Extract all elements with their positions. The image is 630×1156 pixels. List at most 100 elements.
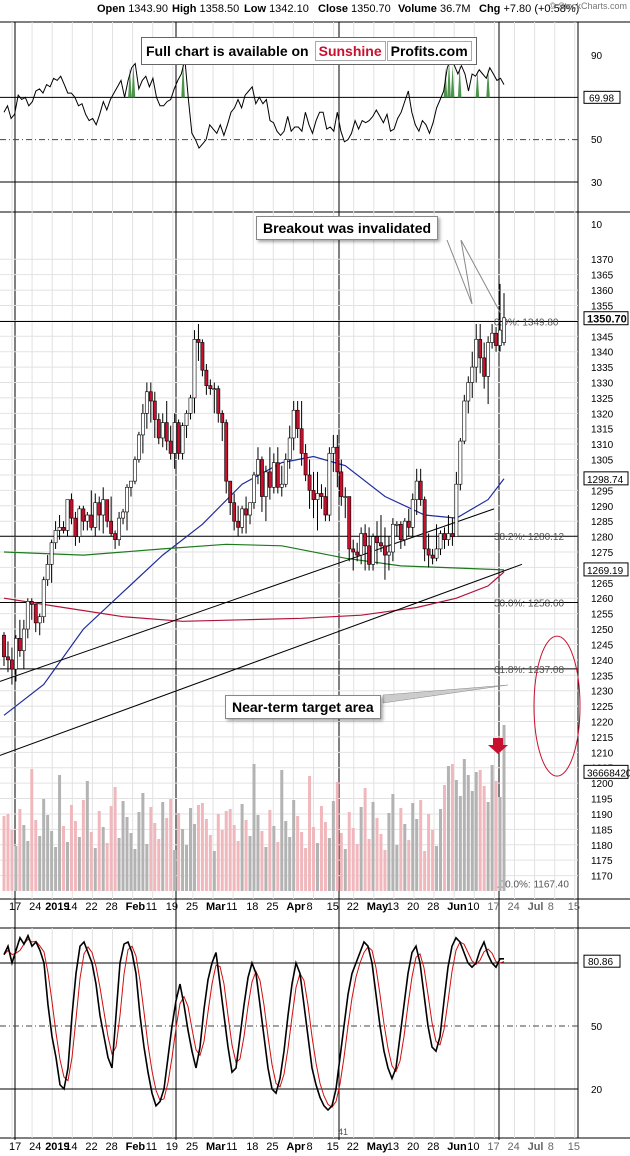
candle-body — [494, 332, 498, 346]
candle-body — [387, 551, 391, 556]
low-label: Low — [244, 3, 266, 15]
candle-body — [33, 604, 38, 624]
rsi-overbought-fill — [450, 65, 455, 98]
volume-bar — [220, 830, 224, 891]
candle-body — [434, 548, 439, 559]
volume-bar — [379, 834, 383, 891]
x-tick-label: 10 — [467, 1141, 479, 1153]
promo-banner[interactable]: Full chart is available on Sunshine Prof… — [141, 37, 477, 65]
price-tick-label: 1355 — [591, 301, 614, 312]
volume-bar — [256, 815, 260, 891]
candle-body — [490, 332, 494, 343]
candle-body — [196, 339, 201, 343]
price-tick-label: 1360 — [591, 286, 614, 297]
watermark: © StockCharts.com — [549, 1, 627, 11]
candle-body — [6, 656, 10, 661]
volume-bar — [478, 770, 482, 891]
fib-label: 38.2%: 1280.12 — [494, 532, 564, 543]
ma200-line — [3, 571, 505, 622]
x-tick-label: Feb — [126, 901, 146, 913]
candle-body — [379, 542, 383, 547]
volume-bar — [97, 811, 101, 891]
x-tick-label: 28 — [427, 1141, 439, 1153]
x-tick-label: 22 — [85, 1141, 97, 1153]
volume-bar — [141, 793, 145, 891]
volume-bar — [58, 775, 62, 891]
volume-bar — [248, 836, 252, 891]
trendline-upper — [0, 508, 495, 682]
volume-bar — [399, 808, 403, 891]
x-tick-label: Feb — [126, 1141, 146, 1153]
candle-body — [160, 422, 165, 439]
target-callout: Near-term target area — [225, 695, 381, 719]
candle-body — [113, 533, 118, 540]
price-tick-label: 1320 — [591, 409, 614, 420]
x-tick-label: 22 — [85, 901, 97, 913]
volume-bar — [224, 811, 228, 891]
volume-bar — [435, 846, 439, 891]
candle-body — [212, 388, 217, 390]
breakout-callout: Breakout was invalidated — [256, 216, 439, 240]
volume-bar — [153, 823, 157, 891]
price-tick-label: 1215 — [591, 733, 614, 744]
candle-body — [252, 474, 256, 504]
candle-body — [347, 496, 352, 550]
candle-body — [454, 483, 459, 537]
volume-bar — [125, 817, 129, 891]
candle-body — [264, 471, 268, 497]
volume-bar — [137, 812, 141, 891]
volume-label: Volume — [398, 3, 437, 15]
volume-bar — [93, 848, 97, 891]
stoch-k-line — [3, 933, 504, 1112]
price-tick-label: 1225 — [591, 702, 614, 713]
candle-body — [426, 548, 431, 556]
volume-bar — [439, 809, 443, 891]
rsi-tick-label: 30 — [591, 178, 603, 189]
candle-body — [192, 339, 197, 399]
x-tick-label: 8 — [307, 901, 313, 913]
candle-body — [287, 437, 292, 460]
x-tick-label: 18 — [246, 1141, 258, 1153]
volume-bar — [387, 813, 391, 891]
candle-body — [446, 533, 451, 540]
price-tick-label: 1210 — [591, 748, 614, 759]
x-tick-label: 11 — [226, 1141, 237, 1153]
x-tick-label: 17 — [487, 901, 499, 913]
x-tick-label: 28 — [427, 901, 439, 913]
candle-body — [228, 480, 233, 504]
candle-body — [29, 601, 34, 605]
rsi-tick-label: 10 — [591, 220, 603, 231]
candle-body — [355, 551, 360, 556]
ma200-label: 1269.19 — [587, 566, 624, 577]
x-tick-label: Apr — [286, 1141, 306, 1153]
volume-bar — [200, 803, 204, 891]
candle-body — [81, 508, 86, 522]
volume-bar — [458, 796, 462, 891]
volume-bar — [196, 805, 200, 891]
volume-bar — [395, 845, 399, 891]
candle-body — [129, 480, 133, 488]
candle-body — [422, 499, 427, 550]
candle-body — [240, 508, 244, 528]
candle-body — [204, 369, 209, 386]
volume-bar — [117, 838, 121, 891]
x-tick-label: 2019 — [45, 901, 69, 913]
volume-bar — [208, 835, 212, 891]
quote-header: Open 1343.90 High 1358.50 Low 1342.10 Cl… — [0, 3, 630, 21]
volume-bar — [77, 837, 81, 891]
candle-body — [363, 533, 368, 547]
candle-body — [152, 400, 157, 420]
fib-label: 50.0%: 1258.60 — [494, 599, 564, 610]
x-tick-label: 2019 — [45, 1141, 69, 1153]
high-label: High — [172, 3, 197, 15]
volume-bar — [133, 849, 137, 891]
candle-body — [208, 385, 213, 389]
close-label: Close — [318, 3, 348, 15]
price-tick-label: 1265 — [591, 579, 614, 590]
volume-bar — [335, 782, 339, 891]
candle-body — [236, 520, 241, 528]
x-tick-label: Mar — [206, 901, 226, 913]
candle-body — [307, 474, 312, 491]
x-tick-label: 17 — [9, 901, 21, 913]
candle-body — [371, 536, 375, 565]
